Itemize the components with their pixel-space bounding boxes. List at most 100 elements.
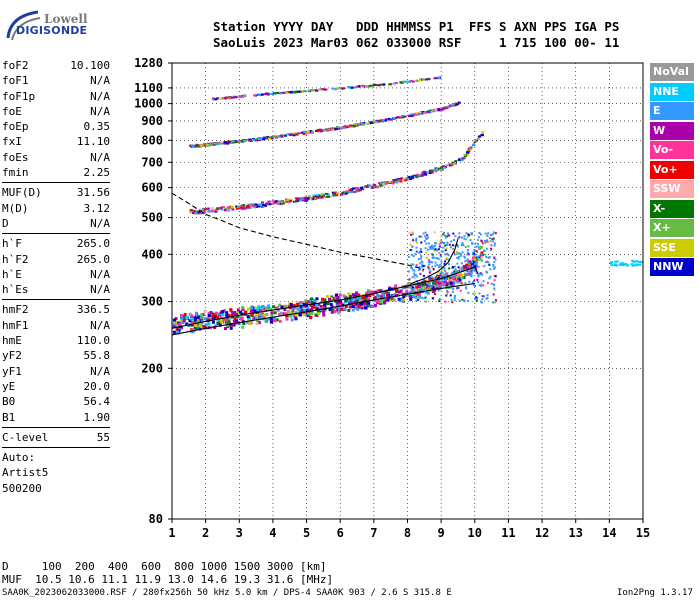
echo-pixel	[324, 301, 328, 305]
echo-pixel	[259, 137, 263, 140]
echo-pixel	[418, 282, 422, 286]
spread-f-pixel	[490, 282, 493, 285]
spread-f-pixel	[410, 263, 413, 266]
echo-pixel	[301, 131, 305, 134]
spread-f-pixel	[423, 264, 426, 267]
spread-f-pixel	[481, 240, 484, 243]
echo-pixel	[365, 301, 369, 305]
echo-pixel	[443, 106, 447, 109]
echo-pixel	[302, 130, 306, 133]
echo-pixel	[344, 304, 348, 308]
param-separator	[2, 426, 110, 428]
spread-f-pixel	[426, 282, 429, 285]
logo-swoosh-icon	[6, 10, 41, 41]
spread-f-pixel	[415, 237, 418, 240]
echo-pixel	[322, 313, 326, 317]
spread-f-pixel	[444, 236, 447, 239]
echo-pixel	[333, 192, 337, 195]
spread-f-pixel	[432, 248, 435, 251]
spread-f-pixel	[428, 271, 431, 274]
spread-f-pixel	[494, 242, 497, 245]
echo-pixel	[321, 297, 325, 301]
x-tick-label: 13	[568, 526, 582, 540]
spread-f-pixel	[458, 299, 461, 302]
echo-pixel	[312, 299, 316, 303]
echo-pixel	[428, 172, 432, 175]
legend-item-voplus: Vo+	[650, 160, 694, 179]
spread-f-pixel	[430, 285, 433, 288]
spread-f-pixel	[489, 268, 492, 271]
spread-f-pixel	[464, 282, 467, 285]
spread-f-pixel	[488, 277, 491, 280]
spread-f-pixel	[465, 287, 468, 290]
echo-pixel	[399, 81, 403, 84]
echo-pixel	[180, 316, 184, 320]
echo-pixel	[359, 189, 363, 192]
y-tick-label: 400	[141, 247, 163, 261]
spread-f-pixel	[464, 268, 467, 271]
spread-f-pixel	[415, 241, 418, 244]
echo-pixel	[285, 91, 289, 94]
spread-f-pixel	[487, 261, 490, 264]
echo-pixel	[225, 315, 229, 319]
spread-f-pixel	[455, 274, 458, 277]
spread-f-pixel	[410, 266, 413, 269]
spread-f-pixel	[438, 245, 441, 248]
spread-f-pixel	[420, 255, 423, 258]
spread-f-pixel	[489, 240, 492, 243]
echo-pixel	[357, 293, 361, 297]
echo-pixel	[178, 327, 182, 331]
echo-pixel	[300, 198, 304, 201]
echo-pixel	[442, 166, 446, 169]
spread-f-pixel	[431, 256, 434, 259]
spread-f-pixel	[473, 252, 476, 255]
spread-f-pixel	[468, 271, 471, 274]
spread-f-pixel	[440, 235, 443, 238]
echo-pixel	[257, 139, 261, 142]
echo-pixel	[418, 111, 422, 114]
echo-pixel	[332, 128, 336, 131]
spread-f-pixel	[430, 245, 433, 248]
spread-f-pixel	[456, 286, 459, 289]
echo-pixel	[264, 307, 268, 311]
spread-f-pixel	[489, 233, 492, 236]
echo-pixel	[245, 206, 249, 209]
echo-pixel	[405, 285, 409, 289]
echo-pixel	[260, 204, 264, 207]
spread-f-pixel	[465, 232, 468, 235]
echo-pixel	[356, 186, 360, 189]
echo-pixel	[228, 205, 232, 208]
echo-pixel	[349, 125, 353, 128]
echo-pixel	[402, 295, 406, 299]
echo-pixel	[334, 297, 338, 301]
echo-pixel	[384, 119, 388, 122]
echo-pixel	[264, 309, 268, 313]
echo-pixel	[339, 301, 343, 305]
spread-f-pixel	[445, 244, 448, 247]
echo-pixel	[253, 94, 257, 97]
echo-pixel	[340, 87, 344, 90]
echo-pixel	[364, 306, 368, 310]
echo-pixel	[481, 131, 485, 134]
echo-pixel	[334, 306, 338, 310]
echo-pixel	[220, 320, 224, 324]
echo-pixel	[360, 302, 364, 306]
echo-pixel	[331, 128, 335, 131]
param-value: N/A	[90, 74, 110, 88]
spread-f-pixel	[428, 267, 431, 270]
echo-pixel	[178, 322, 182, 326]
spread-f-pixel	[445, 294, 448, 297]
echo-pixel	[215, 141, 219, 144]
echo-pixel	[298, 308, 302, 312]
echo-pixel	[296, 302, 300, 306]
spread-f-pixel	[428, 259, 431, 262]
echo-pixel	[345, 190, 349, 193]
echo-pixel	[224, 318, 228, 322]
param-row-clevel: C-level 55	[2, 430, 110, 445]
echo-pixel	[373, 83, 377, 86]
echo-pixel	[405, 178, 409, 181]
echo-pixel	[272, 136, 276, 139]
echo-pixel	[303, 199, 307, 202]
echo-pixel	[194, 212, 198, 215]
echo-pixel	[358, 297, 362, 301]
